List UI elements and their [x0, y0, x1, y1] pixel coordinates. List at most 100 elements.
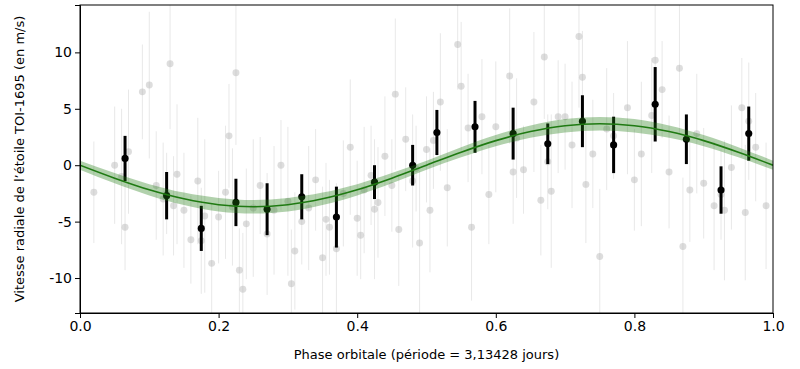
point	[666, 168, 673, 175]
point	[208, 260, 215, 267]
point	[371, 206, 378, 213]
marks	[80, 5, 773, 313]
point	[548, 188, 555, 195]
error-bar	[721, 149, 722, 239]
point	[738, 104, 745, 111]
point	[492, 123, 499, 130]
point	[506, 73, 513, 80]
x-tick-label: 1.0	[762, 318, 784, 334]
point	[326, 224, 333, 231]
point	[198, 225, 205, 232]
point	[426, 207, 433, 214]
point	[520, 166, 527, 173]
point	[575, 33, 582, 40]
y-axis-title: Vitesse radiale de l’étoile TOI-1695 (en…	[12, 16, 27, 303]
y-tick-label: -5	[58, 214, 72, 230]
x-tick-label: 0.0	[69, 318, 91, 334]
point	[226, 132, 233, 139]
fit-line	[80, 124, 773, 207]
point	[444, 184, 451, 191]
point	[139, 88, 146, 95]
error-bar	[613, 93, 614, 179]
y-tick-mark	[75, 165, 80, 166]
y-tick-label: 0	[63, 157, 72, 173]
point	[465, 124, 472, 131]
error-bar	[322, 187, 323, 313]
point	[676, 65, 683, 72]
point	[763, 202, 770, 209]
point	[347, 144, 354, 151]
point	[111, 162, 118, 169]
y-tick-mark	[75, 52, 80, 53]
point	[745, 130, 752, 137]
x-axis: 0.00.20.40.60.81.0	[69, 313, 784, 334]
point	[700, 180, 707, 187]
point	[395, 226, 402, 233]
y-tick-label: 10	[54, 44, 72, 60]
error-bar	[578, 5, 579, 108]
point	[659, 86, 666, 93]
point	[544, 140, 551, 147]
point	[638, 150, 645, 157]
point	[416, 240, 423, 247]
point	[537, 197, 544, 204]
point	[679, 243, 686, 250]
error-bar	[748, 63, 749, 180]
point	[458, 83, 465, 90]
point	[222, 189, 229, 196]
point	[510, 168, 517, 175]
point	[180, 207, 187, 214]
point	[752, 144, 759, 151]
point	[375, 199, 382, 206]
point	[742, 209, 749, 216]
point	[288, 280, 295, 287]
point	[686, 187, 693, 194]
point	[291, 247, 298, 254]
fit-band	[80, 117, 773, 214]
point	[232, 69, 239, 76]
y-axis-line	[75, 6, 81, 314]
y-tick-mark	[75, 278, 80, 279]
point	[90, 189, 97, 196]
y-tick: -5	[58, 214, 80, 230]
point	[541, 53, 548, 60]
error-bar	[242, 233, 243, 313]
point	[174, 171, 181, 178]
point	[478, 113, 485, 120]
point	[437, 99, 444, 106]
x-tick: 0.0	[69, 313, 91, 334]
x-tick-label: 0.8	[624, 318, 646, 334]
point	[122, 224, 129, 231]
point	[312, 176, 319, 183]
y-tick: 5	[63, 101, 80, 117]
point	[624, 104, 631, 111]
series	[80, 117, 773, 214]
point	[610, 141, 617, 148]
point	[146, 82, 153, 89]
error-bar	[291, 230, 292, 313]
y-tick-label: 5	[63, 101, 72, 117]
point	[239, 286, 246, 293]
point	[631, 176, 638, 183]
x-axis-title: Phase orbitale (période = 3,13428 jours)	[294, 347, 559, 362]
point	[471, 123, 478, 130]
point	[121, 155, 128, 162]
point	[187, 236, 194, 243]
point	[555, 113, 562, 120]
point	[652, 101, 659, 108]
error-bar	[544, 5, 545, 119]
point	[243, 220, 250, 227]
point	[423, 146, 430, 153]
point	[454, 41, 461, 48]
x-tick-label: 0.2	[208, 318, 230, 334]
point	[717, 186, 724, 193]
plot-area: 0.00.20.40.60.81.0-10-50510	[49, 0, 785, 346]
point	[277, 162, 284, 169]
point	[652, 57, 659, 64]
error-bar	[267, 173, 268, 295]
y-tick: 10	[54, 44, 80, 60]
point	[596, 253, 603, 260]
x-tick-label: 0.6	[485, 318, 507, 334]
y-tick-label: -10	[49, 270, 72, 286]
point	[357, 232, 364, 239]
